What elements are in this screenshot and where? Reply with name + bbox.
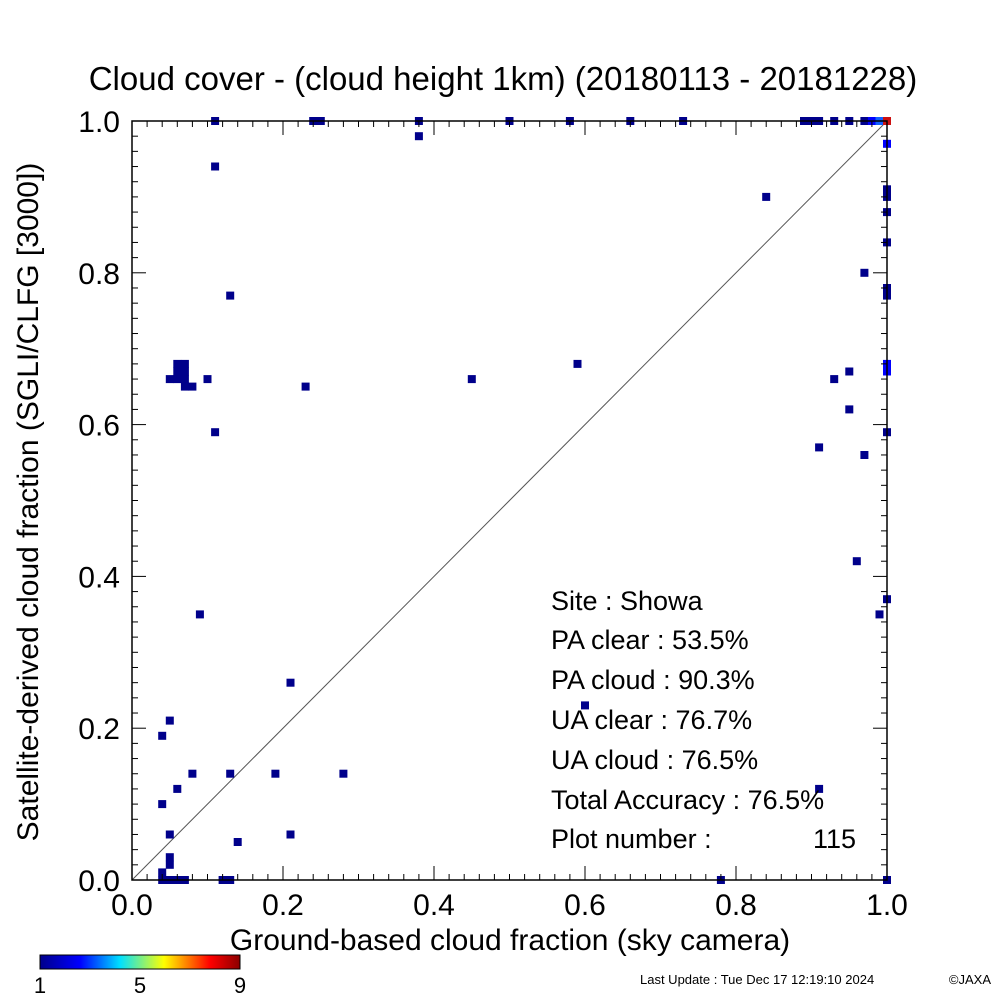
data-cell bbox=[173, 367, 182, 376]
y-tick-label: 0.8 bbox=[78, 258, 120, 291]
copyright-text: ©JAXA bbox=[949, 972, 991, 987]
x-tick-label: 0.0 bbox=[111, 889, 153, 922]
plot-number-label: Plot number : bbox=[551, 824, 712, 854]
ua-clear-label: UA clear : 76.7% bbox=[551, 705, 752, 735]
y-tick-label: 0.2 bbox=[78, 713, 120, 746]
last-update-text: Last Update : Tue Dec 17 12:19:10 2024 bbox=[640, 972, 874, 987]
data-cell bbox=[173, 359, 182, 368]
data-cell bbox=[165, 716, 174, 725]
data-cell bbox=[815, 443, 824, 452]
data-cell bbox=[339, 769, 348, 778]
data-cell bbox=[271, 769, 280, 778]
data-cell bbox=[852, 557, 861, 566]
data-cell bbox=[188, 769, 197, 778]
data-cell bbox=[180, 359, 189, 368]
site-label: Site : Showa bbox=[551, 586, 704, 616]
data-cell bbox=[845, 367, 854, 376]
data-cell bbox=[762, 192, 771, 201]
data-cell bbox=[158, 800, 167, 809]
pa-cloud-label: PA cloud : 90.3% bbox=[551, 665, 755, 695]
pa-clear-label: PA clear : 53.5% bbox=[551, 625, 749, 655]
colorbar: 1 5 9 bbox=[34, 954, 246, 998]
x-tick-label: 0.8 bbox=[715, 889, 757, 922]
data-cell bbox=[195, 610, 204, 619]
chart-title: Cloud cover - (cloud height 1km) (201801… bbox=[89, 60, 918, 97]
data-cell bbox=[286, 678, 295, 687]
plot-number-value: 115 bbox=[813, 824, 856, 854]
data-cell bbox=[211, 428, 220, 437]
y-tick-label: 1.0 bbox=[78, 106, 120, 139]
colorbar-tick: 9 bbox=[234, 973, 246, 998]
x-tick-label: 0.2 bbox=[262, 889, 304, 922]
stats-box: Site : Showa PA clear : 53.5% PA cloud :… bbox=[551, 586, 856, 854]
y-tick-label: 0.4 bbox=[78, 561, 120, 594]
data-cell bbox=[158, 868, 167, 877]
data-cell bbox=[581, 701, 589, 710]
data-cell bbox=[467, 375, 476, 384]
data-cell bbox=[165, 860, 174, 869]
data-cell bbox=[180, 382, 189, 391]
data-cell bbox=[830, 375, 839, 384]
data-cell bbox=[165, 830, 174, 839]
x-axis-label: Ground-based cloud fraction (sky camera) bbox=[230, 924, 790, 957]
axis-ticks bbox=[131, 120, 888, 881]
data-cell bbox=[226, 769, 235, 778]
data-cell bbox=[815, 784, 824, 793]
data-cell bbox=[860, 268, 869, 277]
data-cell bbox=[158, 731, 167, 740]
data-cell bbox=[211, 162, 220, 171]
x-tick-label: 1.0 bbox=[866, 889, 908, 922]
data-cell bbox=[165, 375, 174, 384]
x-tick-labels: 0.0 0.2 0.4 0.6 0.8 1.0 bbox=[111, 889, 908, 922]
data-cell bbox=[165, 853, 174, 862]
ua-cloud-label: UA cloud : 76.5% bbox=[551, 745, 758, 775]
data-cell bbox=[233, 838, 242, 846]
total-accuracy-label: Total Accuracy : 76.5% bbox=[551, 785, 824, 815]
data-cell bbox=[226, 291, 235, 300]
data-cell bbox=[180, 375, 189, 384]
data-cell bbox=[875, 610, 884, 619]
data-cell bbox=[173, 375, 182, 384]
data-cell bbox=[573, 359, 582, 368]
colorbar-gradient bbox=[39, 954, 241, 970]
data-cell bbox=[301, 382, 310, 391]
y-tick-label: 0.0 bbox=[78, 865, 120, 898]
data-cell bbox=[203, 375, 212, 384]
x-tick-label: 0.6 bbox=[564, 889, 606, 922]
y-axis-label: Satellite-derived cloud fraction (SGLI/C… bbox=[12, 163, 45, 842]
data-cell bbox=[180, 367, 189, 376]
data-cell bbox=[860, 451, 869, 459]
x-tick-label: 0.4 bbox=[413, 889, 455, 922]
colorbar-tick: 5 bbox=[134, 973, 146, 998]
identity-line bbox=[131, 120, 888, 881]
y-tick-label: 0.6 bbox=[78, 410, 120, 443]
data-cell bbox=[173, 784, 182, 793]
data-cell bbox=[286, 830, 295, 839]
data-cell bbox=[188, 382, 197, 391]
y-tick-labels: 0.0 0.2 0.4 0.6 0.8 1.0 bbox=[78, 106, 120, 898]
data-cell bbox=[845, 405, 854, 414]
colorbar-tick: 1 bbox=[34, 973, 46, 998]
data-cells bbox=[158, 117, 891, 884]
data-cell bbox=[414, 132, 423, 141]
plot-area bbox=[131, 117, 891, 884]
